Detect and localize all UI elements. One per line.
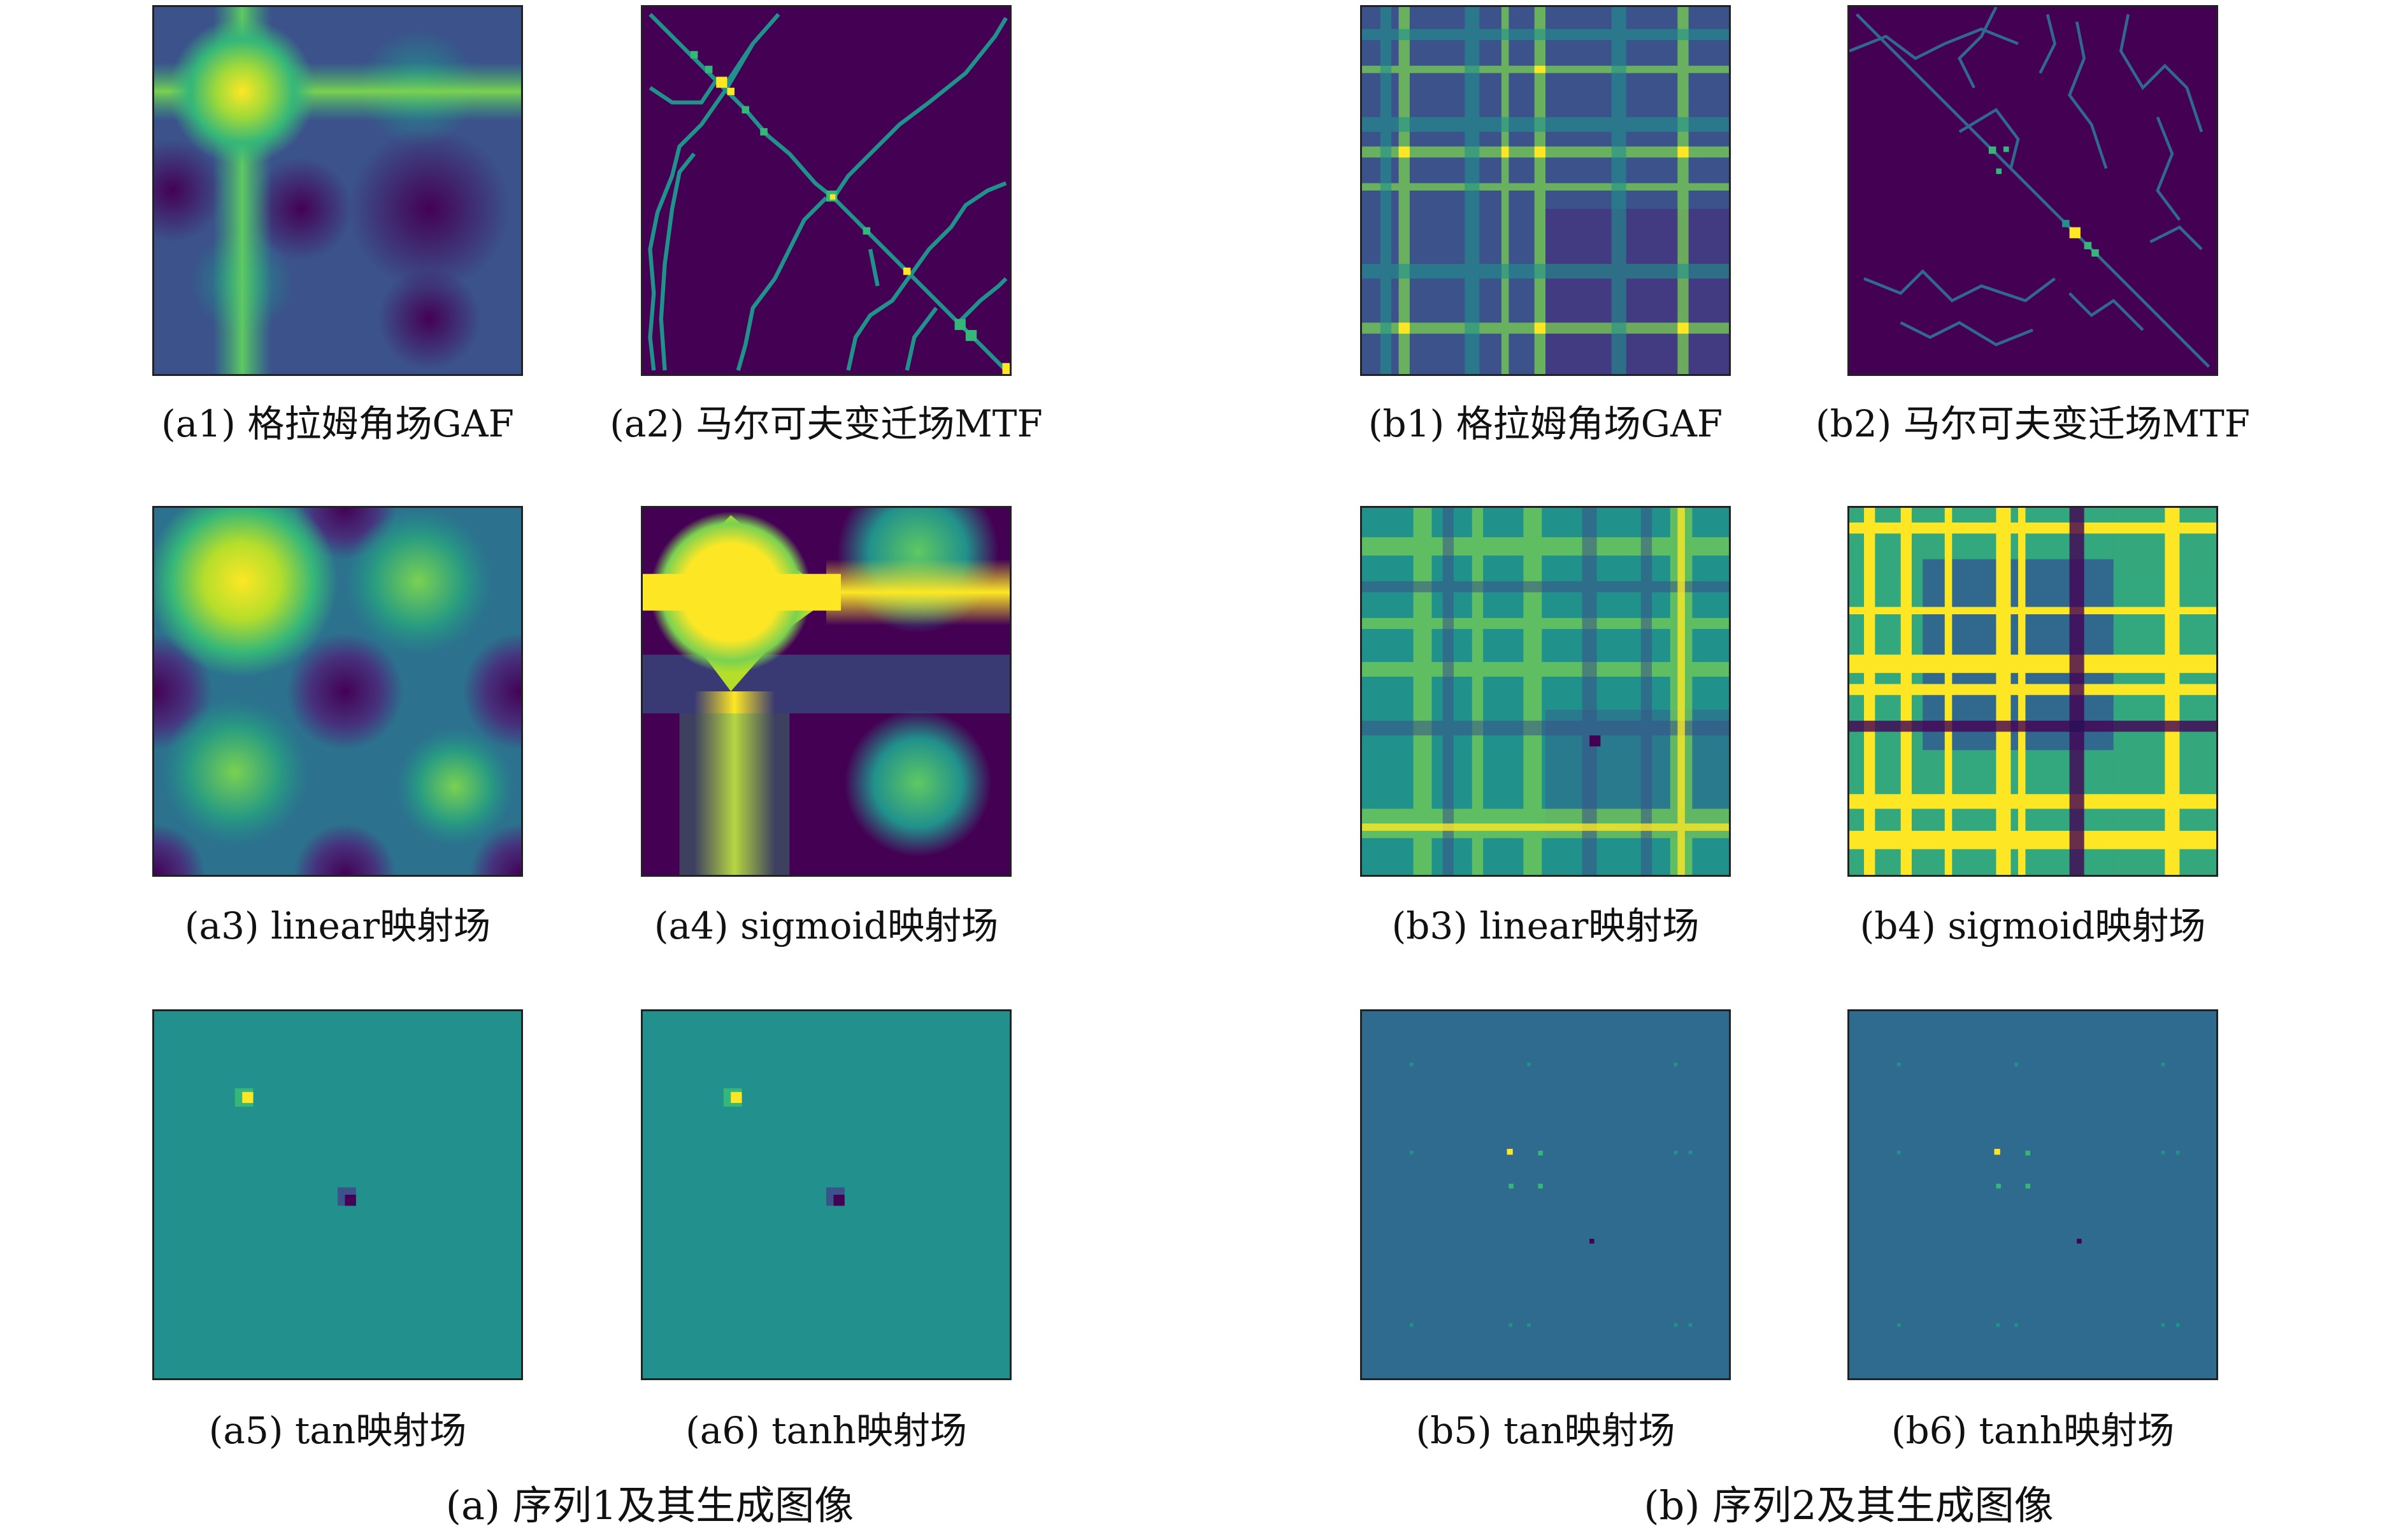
panel-a3-linear bbox=[152, 506, 523, 877]
caption-b2: (b2) 马尔可夫变迁场MTF bbox=[1815, 402, 2251, 445]
panel-b3-linear bbox=[1360, 506, 1731, 877]
caption-b5: (b5) tan映射场 bbox=[1415, 1409, 1675, 1452]
panel-b5-tan bbox=[1360, 1009, 1731, 1380]
panel-a5-tan bbox=[152, 1009, 523, 1380]
panel-a2-mtf bbox=[641, 5, 1012, 376]
caption-b3: (b3) linear映射场 bbox=[1391, 904, 1700, 948]
caption-b1: (b1) 格拉姆角场GAF bbox=[1368, 402, 1723, 445]
panel-a6-tanh bbox=[641, 1009, 1012, 1380]
caption-a1: (a1) 格拉姆角场GAF bbox=[161, 402, 514, 445]
panel-b1-gaf bbox=[1360, 5, 1731, 376]
caption-a6: (a6) tanh映射场 bbox=[685, 1409, 967, 1452]
panel-b2-mtf bbox=[1847, 5, 2218, 376]
caption-b4: (b4) sigmoid映射场 bbox=[1860, 904, 2206, 948]
panel-a4-sigmoid bbox=[641, 506, 1012, 877]
caption-a3: (a3) linear映射场 bbox=[184, 904, 491, 948]
caption-b6: (b6) tanh映射场 bbox=[1891, 1409, 2175, 1452]
caption-a5: (a5) tan映射场 bbox=[208, 1409, 467, 1452]
panel-b6-tanh bbox=[1847, 1009, 2218, 1380]
panel-b4-sigmoid bbox=[1847, 506, 2218, 877]
panel-a1-gaf bbox=[152, 5, 523, 376]
caption-a2: (a2) 马尔可夫变迁场MTF bbox=[610, 402, 1043, 445]
group-caption-b: (b) 序列2及其生成图像 bbox=[1644, 1482, 2054, 1529]
caption-a4: (a4) sigmoid映射场 bbox=[654, 904, 999, 948]
group-caption-a: (a) 序列1及其生成图像 bbox=[445, 1482, 854, 1529]
